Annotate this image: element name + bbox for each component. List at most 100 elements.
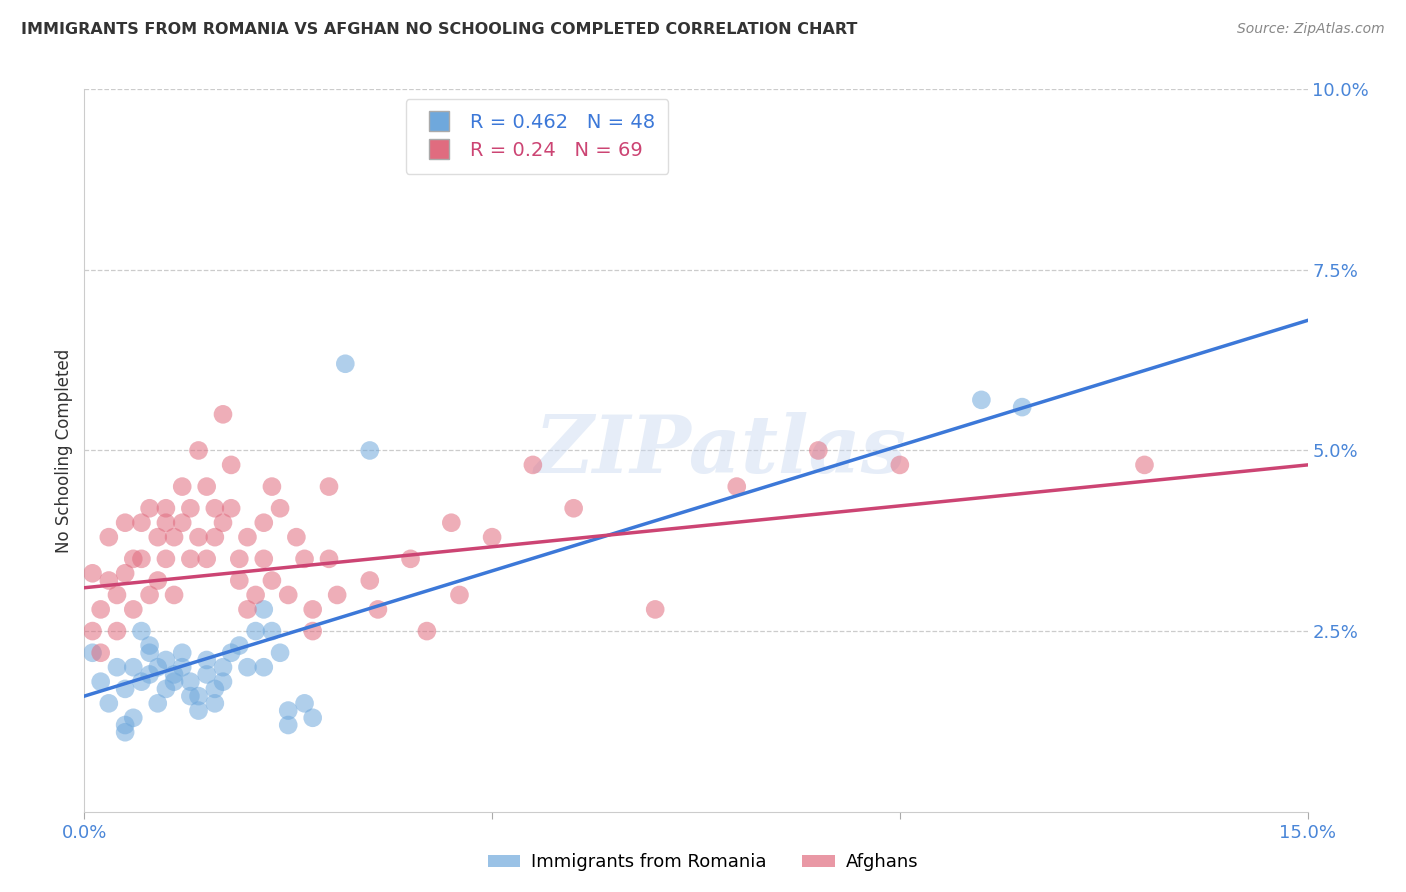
Point [155, 516, 177, 530]
Point [97, 697, 120, 711]
Point [219, 501, 242, 516]
Point [146, 660, 169, 674]
Point [236, 530, 259, 544]
Point [285, 530, 308, 544]
Point [294, 697, 316, 711]
Point [187, 689, 209, 703]
Point [90, 674, 112, 689]
Point [318, 480, 340, 494]
Point [163, 588, 186, 602]
Legend: Immigrants from Romania, Afghans: Immigrants from Romania, Afghans [481, 847, 925, 879]
Point [138, 588, 160, 602]
Point [204, 681, 226, 696]
Point [82, 566, 104, 581]
Point [172, 660, 194, 674]
Point [1133, 458, 1156, 472]
Text: ZIPatlas: ZIPatlas [534, 412, 907, 489]
Point [97, 530, 120, 544]
Point [522, 458, 544, 472]
Point [114, 566, 136, 581]
Point [179, 501, 201, 516]
Point [359, 443, 381, 458]
Point [326, 588, 349, 602]
Point [277, 704, 299, 718]
Y-axis label: No Schooling Completed: No Schooling Completed [55, 349, 73, 552]
Point [90, 646, 112, 660]
Point [131, 624, 153, 639]
Point [245, 588, 267, 602]
Point [179, 551, 201, 566]
Point [228, 551, 250, 566]
Point [212, 660, 235, 674]
Point [97, 574, 120, 588]
Point [970, 392, 993, 407]
Point [269, 646, 291, 660]
Point [179, 689, 201, 703]
Point [219, 458, 242, 472]
Point [138, 501, 160, 516]
Point [644, 602, 666, 616]
Text: Source: ZipAtlas.com: Source: ZipAtlas.com [1237, 22, 1385, 37]
Point [1011, 400, 1033, 414]
Point [219, 646, 242, 660]
Point [155, 681, 177, 696]
Text: IMMIGRANTS FROM ROMANIA VS AFGHAN NO SCHOOLING COMPLETED CORRELATION CHART: IMMIGRANTS FROM ROMANIA VS AFGHAN NO SCH… [21, 22, 858, 37]
Point [301, 602, 323, 616]
Point [138, 667, 160, 681]
Point [807, 443, 830, 458]
Point [114, 718, 136, 732]
Point [82, 624, 104, 639]
Point [155, 501, 177, 516]
Point [416, 624, 439, 639]
Point [155, 653, 177, 667]
Point [131, 516, 153, 530]
Point [131, 674, 153, 689]
Point [449, 588, 471, 602]
Point [204, 697, 226, 711]
Point [172, 646, 194, 660]
Point [195, 480, 218, 494]
Point [335, 357, 357, 371]
Point [204, 530, 226, 544]
Point [114, 516, 136, 530]
Point [204, 501, 226, 516]
Point [440, 516, 463, 530]
Point [163, 667, 186, 681]
Point [367, 602, 389, 616]
Point [138, 639, 160, 653]
Point [562, 501, 585, 516]
Point [114, 725, 136, 739]
Point [212, 674, 235, 689]
Point [172, 516, 194, 530]
Point [236, 602, 259, 616]
Point [253, 602, 276, 616]
Point [155, 551, 177, 566]
Point [114, 681, 136, 696]
Point [195, 551, 218, 566]
Point [725, 480, 748, 494]
Point [131, 551, 153, 566]
Point [179, 674, 201, 689]
Point [277, 718, 299, 732]
Point [82, 646, 104, 660]
Point [105, 660, 128, 674]
Point [277, 588, 299, 602]
Point [187, 704, 209, 718]
Point [146, 574, 169, 588]
Point [318, 551, 340, 566]
Point [245, 624, 267, 639]
Point [269, 501, 291, 516]
Point [253, 551, 276, 566]
Point [163, 674, 186, 689]
Point [253, 516, 276, 530]
Point [122, 711, 145, 725]
Point [228, 574, 250, 588]
Point [236, 660, 259, 674]
Point [122, 551, 145, 566]
Point [301, 624, 323, 639]
Legend: R = 0.462   N = 48, R = 0.24   N = 69: R = 0.462 N = 48, R = 0.24 N = 69 [405, 99, 668, 174]
Point [122, 602, 145, 616]
Point [146, 697, 169, 711]
Point [253, 660, 276, 674]
Point [301, 711, 323, 725]
